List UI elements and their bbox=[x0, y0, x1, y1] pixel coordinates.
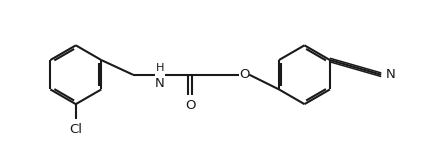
Text: N: N bbox=[386, 68, 396, 81]
Text: H: H bbox=[155, 63, 164, 73]
Text: N: N bbox=[155, 77, 165, 90]
Text: O: O bbox=[185, 99, 196, 112]
Text: Cl: Cl bbox=[69, 123, 82, 136]
Text: O: O bbox=[239, 68, 249, 81]
